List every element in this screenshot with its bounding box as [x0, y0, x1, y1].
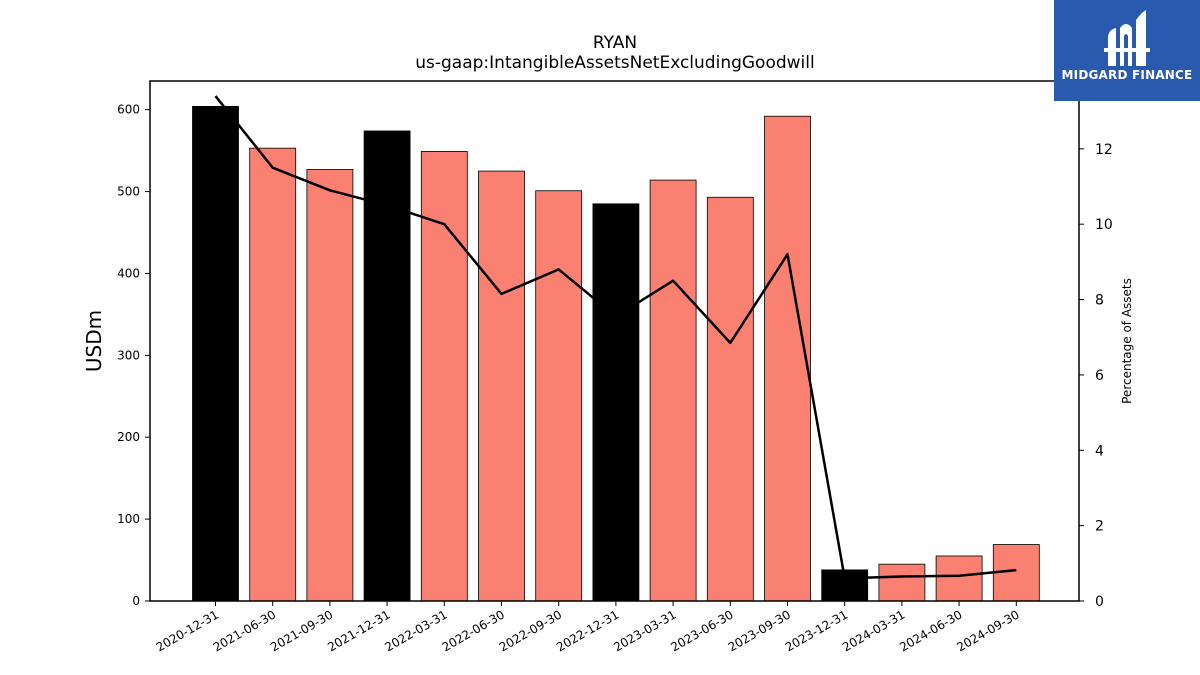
bar — [878, 563, 926, 602]
x-tick-label: 2024-06-30 — [897, 607, 964, 654]
bar — [249, 147, 297, 602]
x-tick-label: 2023-09-30 — [726, 607, 793, 654]
plot-frame — [149, 80, 1080, 602]
y-tick-label: 0 — [132, 594, 140, 608]
midgard-finance-logo: MIDGARD FINANCE — [1054, 0, 1200, 101]
bar — [592, 203, 640, 602]
bar — [478, 170, 525, 602]
y-tick-label: 100 — [117, 512, 140, 526]
chart-subtitle: us-gaap:IntangibleAssetsNetExcludingGood… — [415, 53, 814, 73]
y-tick-label: 400 — [117, 266, 140, 280]
x-tick-label: 2023-06-30 — [668, 607, 735, 654]
chart-title: RYAN — [593, 33, 637, 53]
y-right-tick-label: 12 — [1095, 142, 1113, 158]
y-right-tick-label: 0 — [1095, 594, 1104, 610]
y-right-tick-label: 2 — [1095, 519, 1104, 535]
y-right-tick-label: 4 — [1095, 443, 1104, 459]
x-tick-label: 2023-12-31 — [783, 607, 850, 654]
x-tick-label: 2021-06-30 — [211, 607, 278, 654]
x-tick-label: 2023-03-31 — [611, 607, 678, 654]
x-tick-label: 2022-06-30 — [440, 607, 507, 654]
percentage-line — [214, 95, 1017, 580]
logo-text: MIDGARD FINANCE — [1061, 68, 1193, 82]
bar — [192, 105, 239, 602]
x-tick-label: 2021-12-31 — [325, 607, 392, 654]
y-right-tick-label: 10 — [1095, 217, 1113, 233]
x-tick-label: 2022-12-31 — [554, 607, 621, 654]
x-tick-label: 2020-12-31 — [154, 607, 221, 654]
y-tick-label: 300 — [117, 348, 140, 362]
line-group — [214, 95, 1017, 580]
bar — [420, 151, 468, 602]
x-tick-label: 2024-09-30 — [954, 607, 1021, 654]
x-tick-label: 2021-09-30 — [268, 607, 335, 654]
bar — [706, 196, 754, 602]
bar — [535, 190, 583, 602]
y-right-tick-label: 8 — [1095, 293, 1104, 309]
y-axis-label: USDm — [82, 310, 106, 372]
y-axis-right-label: Percentage of Assets — [1120, 278, 1134, 404]
logo-mark-icon — [1104, 10, 1150, 66]
x-tick-label: 2022-09-30 — [497, 607, 564, 654]
y-tick-label: 500 — [117, 185, 140, 199]
bar — [764, 115, 811, 602]
x-tick-label: 2024-03-31 — [840, 607, 907, 654]
x-tick-label: 2022-03-31 — [382, 607, 449, 654]
y-right-tick-label: 6 — [1095, 368, 1104, 384]
y-tick-label: 200 — [117, 430, 140, 444]
bar — [935, 555, 983, 602]
bar — [649, 179, 697, 602]
bars-group — [192, 105, 1040, 602]
bar — [306, 169, 354, 602]
y-tick-label: 600 — [117, 103, 140, 117]
